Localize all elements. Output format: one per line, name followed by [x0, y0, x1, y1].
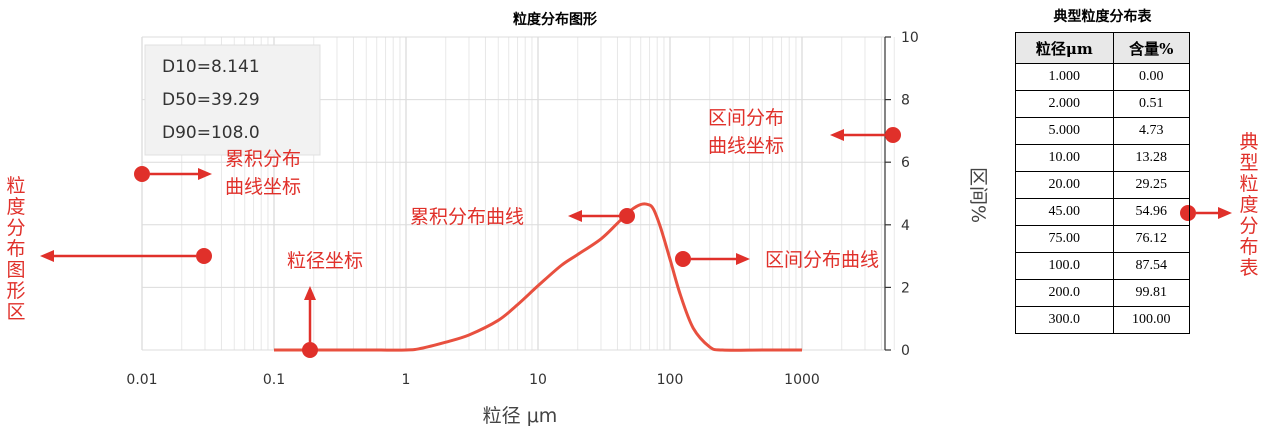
table-row: 100.0 87.54: [1015, 252, 1191, 280]
table-header-row: 粒径μm 含量%: [1015, 32, 1191, 64]
table-row: 45.00 54.96: [1015, 198, 1191, 226]
table-row: 300.0 100.00: [1015, 306, 1191, 334]
x-tick-label: 1: [402, 372, 411, 388]
y-tick-label: 0: [901, 343, 910, 359]
y-tick-label: 4: [901, 218, 910, 234]
annotation-dot: [675, 251, 691, 267]
annotation-interval-axis: 区间分布 曲线坐标: [708, 107, 901, 157]
annotation-dot: [885, 127, 901, 143]
cell-content: 76.12: [1112, 225, 1191, 253]
table-title: 典型粒度分布表: [1053, 9, 1152, 25]
y-axis-label: 区间%: [967, 167, 989, 223]
interval-distribution-curve: [274, 202, 802, 352]
arrowhead: [304, 286, 316, 300]
annotation-label: 累积分布曲线: [410, 206, 524, 228]
cell-size: 1.000: [1015, 63, 1114, 91]
annotation-dot: [302, 342, 318, 358]
y-tick-label: 6: [901, 155, 910, 171]
cell-size: 45.00: [1015, 198, 1114, 226]
annotation-label: 累积分布: [225, 148, 301, 170]
cell-content: 13.28: [1112, 144, 1191, 172]
annotation-cumulative-axis: 累积分布 曲线坐标: [134, 148, 301, 198]
stat-d10: D10=8.141: [162, 57, 260, 77]
cell-size: 2.000: [1015, 90, 1114, 118]
annotation-label: 粒径坐标: [287, 250, 363, 272]
table-row: 75.00 76.12: [1015, 225, 1191, 253]
x-tick-label: 10: [529, 372, 547, 388]
cell-content: 99.81: [1112, 279, 1191, 307]
typical-distribution-table: 典型粒度分布表 粒径μm 含量% 1.000 0.00 2.000 0.51 5.000…: [1015, 8, 1191, 334]
arrowhead: [830, 129, 844, 141]
table-row: 2.000 0.51: [1015, 90, 1191, 118]
cell-size: 300.0: [1015, 306, 1114, 334]
x-axis-label: 粒径 μm: [483, 405, 558, 427]
stat-d90: D90=108.0: [162, 123, 260, 143]
annotations: 累积分布 曲线坐标 区间分布 曲线坐标 累积分布曲线 区间分布曲线: [40, 107, 1232, 358]
column-header-size: 粒径μm: [1015, 32, 1114, 64]
annotation-plot-area: [40, 248, 212, 264]
plot-area-annotation: 粒度分布图形区: [6, 175, 26, 323]
table-row: 20.00 29.25: [1015, 171, 1191, 199]
cell-size: 75.00: [1015, 225, 1114, 253]
x-tick-label: 100: [657, 372, 684, 388]
arrowhead: [1218, 207, 1232, 219]
table-row: 10.00 13.28: [1015, 144, 1191, 172]
annotation-label: 区间分布: [708, 107, 784, 129]
cell-size: 200.0: [1015, 279, 1114, 307]
distribution-table: 粒径μm 含量% 1.000 0.00 2.000 0.51 5.000 4.73 10.0…: [1015, 32, 1191, 334]
cell-content: 0.00: [1112, 63, 1191, 91]
cell-content: 29.25: [1112, 171, 1191, 199]
x-tick-label: 1000: [784, 372, 820, 388]
annotation-size-axis: 粒径坐标: [287, 250, 363, 358]
cell-size: 100.0: [1015, 252, 1114, 280]
stat-d50: D50=39.29: [162, 90, 260, 110]
annotation-dot: [134, 166, 150, 182]
stats-box: [144, 44, 321, 156]
annotation-dot: [619, 208, 635, 224]
x-tick-label: 0.01: [126, 372, 157, 388]
annotation-dot: [196, 248, 212, 264]
cell-size: 10.00: [1015, 144, 1114, 172]
cell-content: 54.96: [1112, 198, 1191, 226]
table-body: 1.000 0.00 2.000 0.51 5.000 4.73 10.00 13.28 20.…: [1015, 63, 1191, 334]
y-tick-label: 2: [901, 280, 910, 296]
table-row: 1.000 0.00: [1015, 63, 1191, 91]
y-tick-label: 8: [901, 93, 910, 109]
cell-content: 0.51: [1112, 90, 1191, 118]
cell-size: 20.00: [1015, 171, 1114, 199]
annotation-cumulative-curve: 累积分布曲线: [410, 206, 635, 228]
arrowhead: [568, 210, 582, 222]
cell-content: 87.54: [1112, 252, 1191, 280]
cell-content: 100.00: [1112, 306, 1191, 334]
table-annotation: 典型粒度分布表: [1239, 131, 1259, 279]
cell-content: 4.73: [1112, 117, 1191, 145]
x-tick-label: 0.1: [263, 372, 285, 388]
annotation-interval-curve: 区间分布曲线: [675, 249, 879, 271]
arrowhead: [198, 168, 212, 180]
table-row: 200.0 99.81: [1015, 279, 1191, 307]
table-row: 5.000 4.73: [1015, 117, 1191, 145]
chart-title: 粒度分布图形: [513, 11, 597, 28]
y-tick-label: 10: [901, 30, 919, 46]
arrowhead: [736, 253, 750, 265]
chart-axes: 0.01 0.1 1 10 100 1000 0 2 4 6 8 10: [126, 30, 918, 388]
cell-size: 5.000: [1015, 117, 1114, 145]
annotation-label: 曲线坐标: [225, 176, 301, 198]
column-header-content: 含量%: [1112, 32, 1191, 64]
arrowhead: [40, 250, 54, 262]
annotation-label: 曲线坐标: [708, 135, 784, 157]
annotation-label: 区间分布曲线: [765, 249, 879, 271]
